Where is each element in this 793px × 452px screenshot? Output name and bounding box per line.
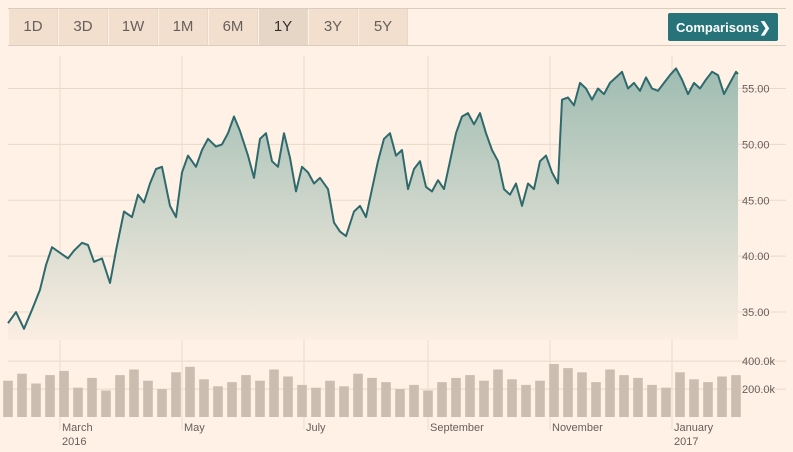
price-tick-label: 55.00 [742,84,770,96]
volume-bar [115,375,125,417]
volume-bar [185,366,195,418]
price-tick-label: 50.00 [742,139,770,151]
volume-bar [17,373,27,417]
volume-bar [157,389,167,417]
range-tab-3y[interactable]: 3Y [308,9,358,45]
volume-bar [619,375,629,417]
volume-bar [353,373,363,417]
volume-bar [101,390,111,417]
price-tick-label: 35.00 [742,307,770,319]
volume-bar [717,376,727,417]
volume-bar [689,379,699,417]
volume-bar [87,377,97,417]
volume-bar [549,364,559,417]
range-tab-6m[interactable]: 6M [208,9,258,45]
volume-bar [507,379,517,417]
volume-bar [605,369,615,417]
range-tab-3d[interactable]: 3D [58,9,108,45]
volume-bar [703,382,713,417]
volume-bar [535,380,545,417]
volume-bar [171,372,181,417]
chevron-right-icon: ❯ [759,18,771,35]
volume-bar [269,369,279,417]
volume-tick-label: 200.0k [742,384,776,396]
volume-bar [311,387,321,417]
x-tick-sublabel: 2016 [62,436,86,448]
volume-bar [675,372,685,417]
range-tab-1w[interactable]: 1W [108,9,158,45]
comparisons-label: Comparisons [676,19,760,35]
price-tick-label: 40.00 [742,251,770,263]
chart-toolbar: 1D 3D 1W 1M 6M 1Y 3Y 5Y Comparisons ❯ [8,8,786,46]
volume-bar [437,382,447,417]
volume-bar [465,375,475,417]
axes: 35.00 40.00 45.00 50.00 55.00 200.0k 400.0k Mar… [62,84,776,448]
volume-bar [479,380,489,417]
volume-bar [661,387,671,417]
volume-bar [633,377,643,417]
volume-bar [339,386,349,417]
range-tab-5y[interactable]: 5Y [358,9,408,45]
range-tab-1y[interactable]: 1Y [258,9,308,45]
volume-tick-label: 400.0k [742,356,776,368]
volume-bar [395,389,405,417]
volume-bar [255,380,265,417]
volume-bar [423,390,433,417]
price-area [7,67,739,341]
volume-bar [129,369,139,417]
x-tick-label: July [306,422,326,434]
x-tick-sublabel: 2017 [674,436,698,448]
volume-bar [283,376,293,417]
range-tab-1m[interactable]: 1M [158,9,208,45]
volume-bar [451,377,461,417]
volume-bar [493,369,503,417]
volume-bar [297,384,307,417]
volume-bar [563,368,573,417]
volume-bar [241,375,251,417]
volume-bar [31,383,41,417]
x-tick-label: May [184,422,205,434]
volume-bar [521,384,531,417]
volume-bar [325,380,335,417]
volume-bars [3,364,741,418]
volume-bar [45,375,55,417]
volume-bar [213,386,223,417]
volume-bar [143,380,153,417]
x-tick-label: September [430,422,484,434]
volume-bar [73,387,83,417]
x-tick-label: November [552,422,603,434]
comparisons-button[interactable]: Comparisons ❯ [668,13,778,41]
x-tick-label: January [674,422,714,434]
volume-bar [731,375,741,417]
price-area-fill [8,68,738,341]
volume-bar [647,384,657,417]
volume-bar [3,380,13,417]
volume-bar [367,377,377,417]
x-tick-label: March [62,422,93,434]
price-tick-label: 45.00 [742,195,770,207]
range-tabs: 1D 3D 1W 1M 6M 1Y 3Y 5Y [8,9,408,45]
volume-bar [59,370,69,417]
volume-bar [227,382,237,417]
price-line [7,67,739,330]
volume-bar [591,382,601,417]
volume-bar [199,379,209,417]
range-tab-1d[interactable]: 1D [8,9,58,45]
volume-bar [577,372,587,417]
volume-bar [381,382,391,417]
volume-bar [409,384,419,417]
